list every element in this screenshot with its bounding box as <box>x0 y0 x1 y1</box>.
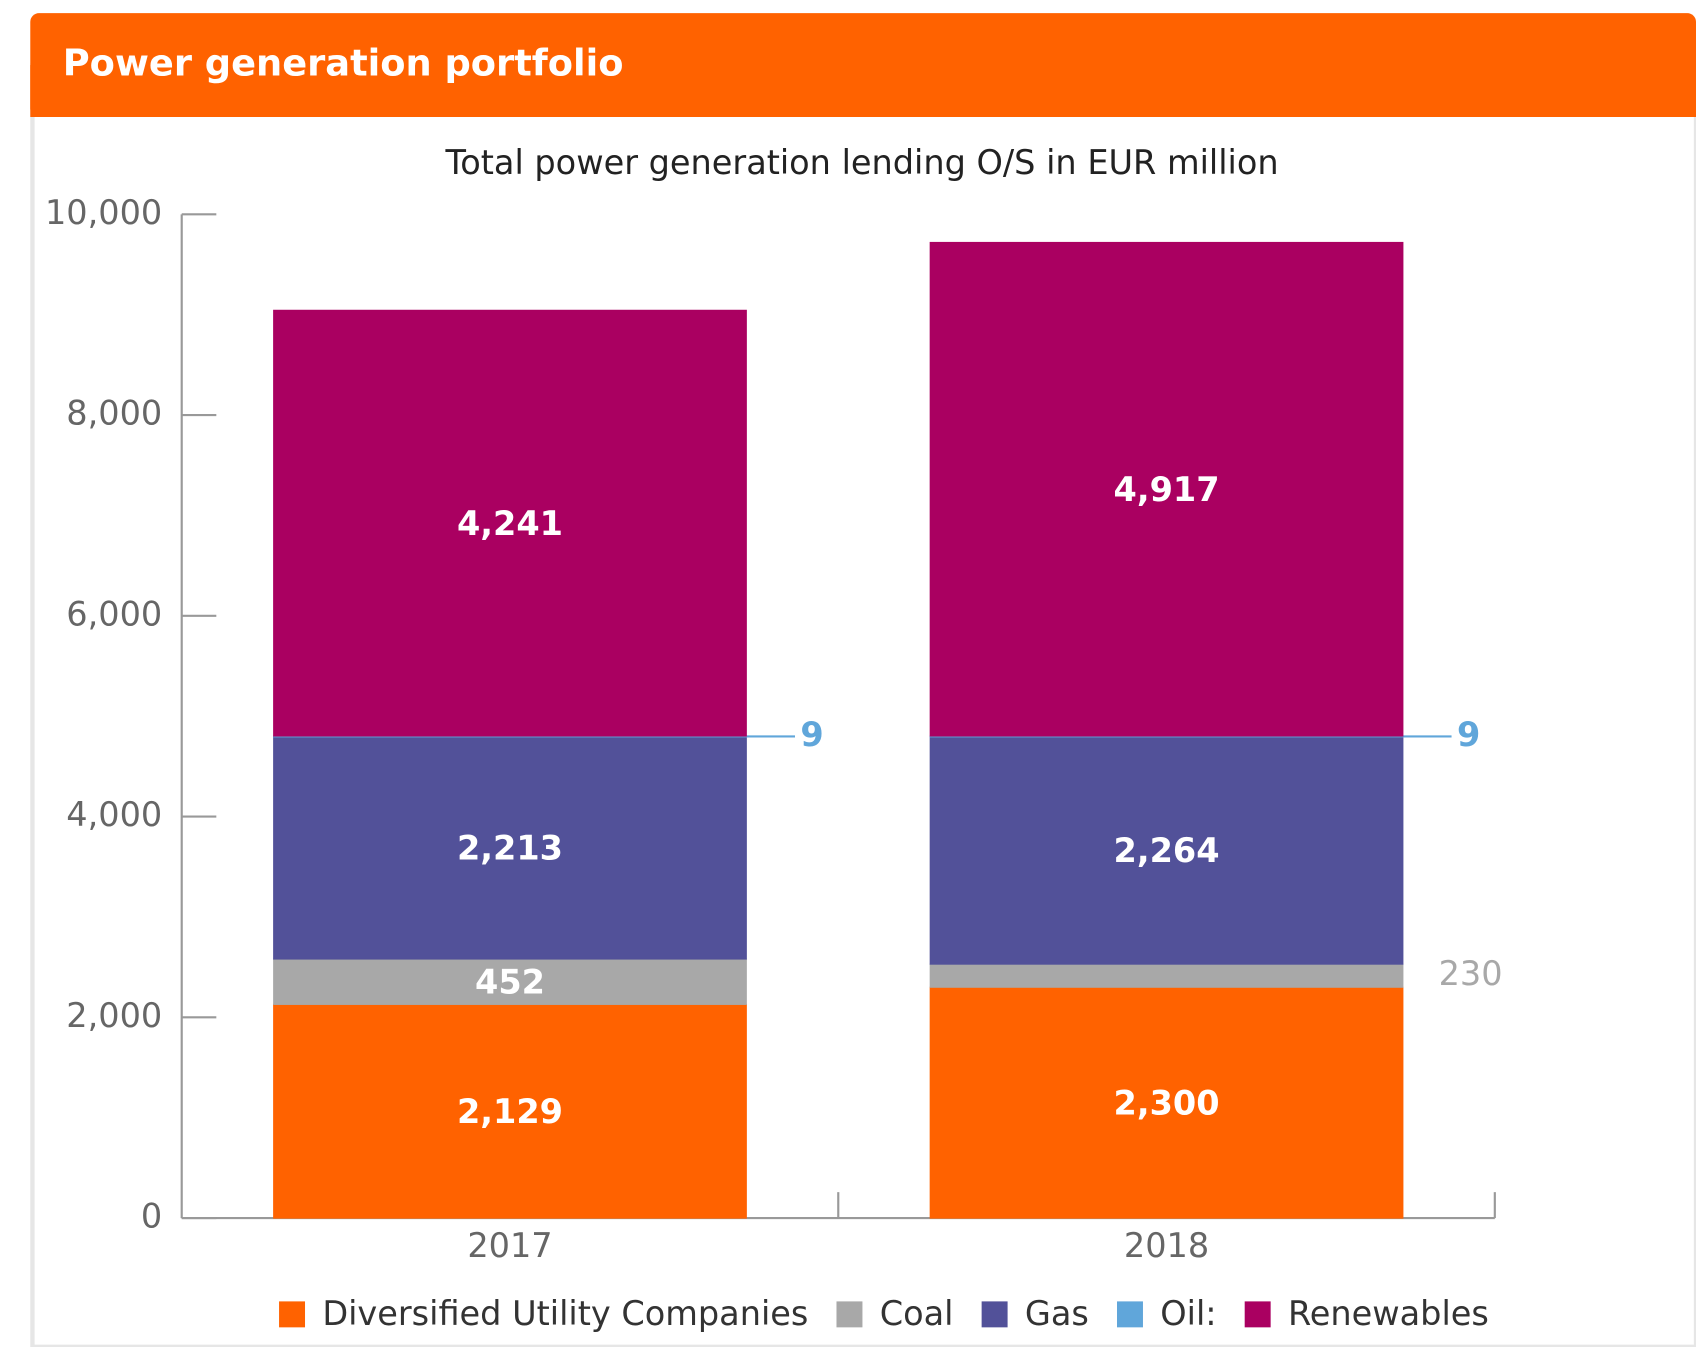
legend-swatch <box>981 1301 1008 1328</box>
header-bar-base <box>30 65 1696 117</box>
legend-swatch <box>1244 1301 1271 1328</box>
value-label: 2,129 <box>457 1092 563 1131</box>
y-tick-label: 2,000 <box>66 996 162 1035</box>
chart-subtitle: Total power generation lending O/S in EU… <box>444 143 1278 182</box>
bar-segment <box>273 958 747 1005</box>
value-label: 4,917 <box>1114 470 1220 509</box>
value-label: 2,300 <box>1114 1083 1220 1122</box>
legend-swatch <box>1117 1301 1143 1328</box>
value-label: 2,264 <box>1114 831 1220 870</box>
x-tick-label: 2018 <box>1124 1226 1209 1265</box>
legend-label: Oil: <box>1160 1294 1216 1333</box>
y-tick-label: 0 <box>141 1197 162 1236</box>
chart-title: Power generation portfolio <box>63 42 624 85</box>
bar-segment <box>273 736 747 960</box>
legend-label: Gas <box>1025 1294 1089 1333</box>
legend-swatch <box>279 1301 306 1328</box>
bar-segment <box>929 241 1404 737</box>
legend-label: Diversified Utility Companies <box>322 1294 808 1333</box>
bar-segment <box>273 1003 747 1219</box>
value-label: 2,213 <box>457 829 563 868</box>
value-label: 9 <box>1457 715 1480 754</box>
y-tick-label: 4,000 <box>66 795 162 834</box>
value-label: 9 <box>800 715 823 754</box>
y-tick-label: 10,000 <box>45 193 162 232</box>
legend-label: Coal <box>880 1294 954 1333</box>
legend-label: Renewables <box>1288 1294 1489 1333</box>
bar-segment <box>273 309 747 737</box>
value-label: 230 <box>1439 954 1503 993</box>
value-label: 4,241 <box>457 504 563 543</box>
y-tick-label: 6,000 <box>66 594 162 633</box>
y-tick-label: 8,000 <box>66 394 162 433</box>
legend-swatch <box>836 1301 863 1328</box>
value-label: 452 <box>475 962 545 1001</box>
bar-segment <box>929 963 1404 988</box>
bar-segment <box>929 986 1404 1219</box>
x-tick-label: 2017 <box>467 1226 552 1265</box>
